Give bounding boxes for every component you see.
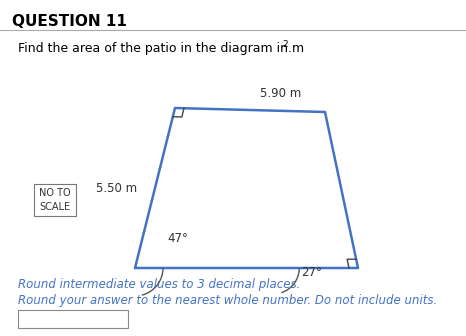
- Text: NO TO
SCALE: NO TO SCALE: [39, 188, 71, 212]
- FancyBboxPatch shape: [18, 310, 128, 328]
- Text: .: .: [288, 42, 292, 55]
- Text: QUESTION 11: QUESTION 11: [12, 14, 127, 29]
- Text: 47°: 47°: [167, 232, 188, 245]
- Text: 5.90 m: 5.90 m: [260, 87, 301, 100]
- Text: Find the area of the patio in the diagram in m: Find the area of the patio in the diagra…: [18, 42, 304, 55]
- Text: Round intermediate values to 3 decimal places.: Round intermediate values to 3 decimal p…: [18, 278, 301, 291]
- Text: 5.50 m: 5.50 m: [96, 181, 137, 195]
- Text: Round your answer to the nearest whole number. Do not include units.: Round your answer to the nearest whole n…: [18, 294, 437, 307]
- Text: 27°: 27°: [301, 266, 322, 280]
- Text: 2: 2: [282, 40, 288, 49]
